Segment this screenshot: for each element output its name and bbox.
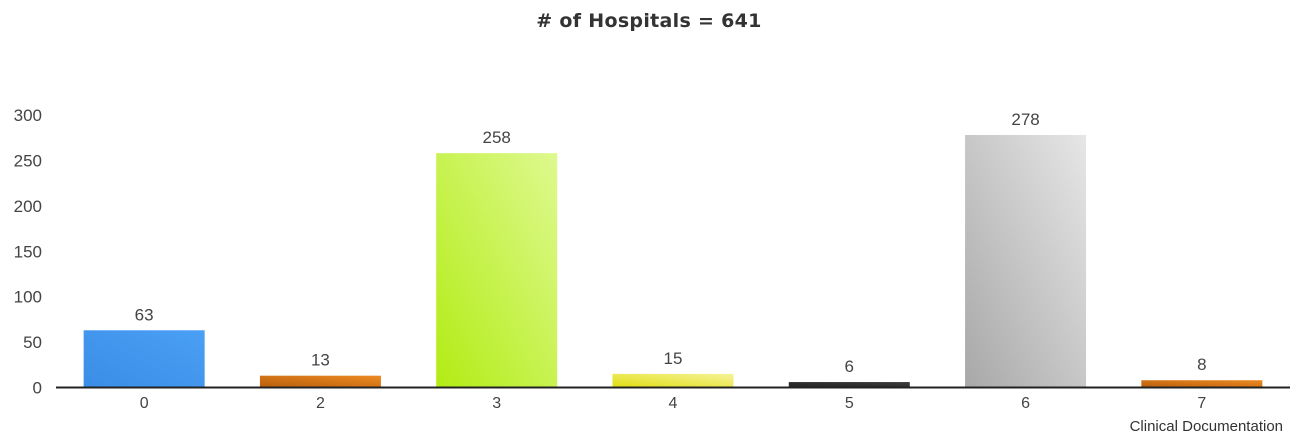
y-tick-label: 300 — [14, 106, 42, 125]
y-axis-ticks: 0 50 100 150 200 250 300 — [14, 106, 42, 398]
x-tick-label: 4 — [669, 395, 678, 412]
y-tick-label: 150 — [14, 242, 42, 261]
bar-3 — [436, 153, 558, 388]
x-tick-label: 5 — [845, 395, 854, 412]
data-label: 63 — [135, 305, 154, 324]
data-label: 6 — [845, 357, 854, 376]
y-tick-label: 250 — [14, 151, 42, 170]
bar-4 — [612, 373, 734, 388]
data-label: 278 — [1011, 110, 1039, 129]
x-tick-label: 2 — [316, 395, 325, 412]
bar-7 — [1141, 380, 1263, 388]
y-tick-label: 50 — [23, 333, 42, 352]
x-tick-label: 3 — [492, 395, 501, 412]
data-labels-group: 63 13 258 15 6 278 8 — [135, 110, 1207, 376]
bar-2 — [259, 375, 381, 388]
y-tick-label: 0 — [33, 379, 42, 398]
x-tick-label: 7 — [1197, 395, 1206, 412]
data-label: 8 — [1197, 355, 1206, 374]
x-tick-label: 6 — [1021, 395, 1030, 412]
y-tick-label: 200 — [14, 197, 42, 216]
data-label: 258 — [483, 128, 511, 147]
chart-title: # of Hospitals = 641 — [536, 10, 762, 32]
x-tick-label: 0 — [140, 395, 149, 412]
bars-group — [83, 134, 1263, 388]
bar-5 — [788, 382, 910, 388]
x-axis-label: Clinical Documentation — [1130, 418, 1283, 435]
bar-6 — [965, 134, 1087, 388]
x-axis-ticks: 0 2 3 4 5 6 7 — [140, 395, 1207, 412]
bar-0 — [83, 330, 205, 388]
y-tick-label: 100 — [14, 288, 42, 307]
data-label: 15 — [664, 349, 683, 368]
data-label: 13 — [311, 351, 330, 370]
